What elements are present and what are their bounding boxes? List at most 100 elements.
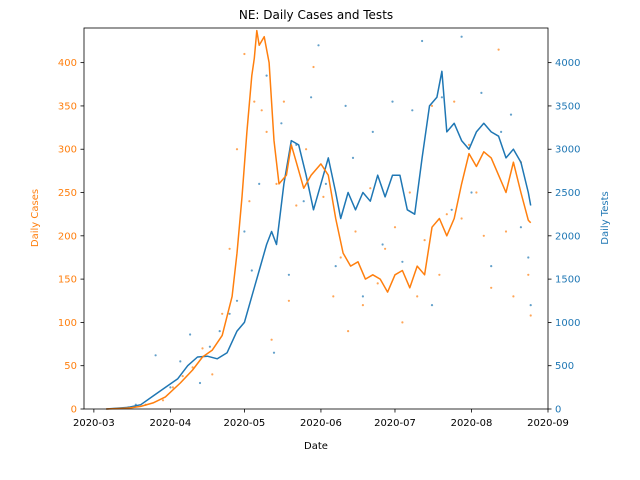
plot-area xyxy=(106,29,532,410)
cases-point xyxy=(467,143,471,146)
tests-point xyxy=(208,345,211,348)
cases-point xyxy=(191,366,194,369)
tests-point xyxy=(361,295,364,298)
cases-point xyxy=(201,347,204,350)
cases-point xyxy=(438,273,441,276)
cases-point xyxy=(305,148,308,151)
cases-point xyxy=(275,182,278,185)
cases-point xyxy=(248,200,251,203)
cases-point xyxy=(211,373,214,376)
y-left-tick-label: 150 xyxy=(58,275,77,286)
cases-point xyxy=(181,375,184,378)
tests-point xyxy=(440,96,443,99)
tests-point xyxy=(272,351,276,354)
tests-point xyxy=(235,299,239,302)
cases-point xyxy=(482,234,485,237)
tests-point xyxy=(310,96,313,99)
y-axis-right: 0 500 1000 1500 2000 2500 3000 3500 4000 xyxy=(548,58,580,416)
tests-point xyxy=(198,381,202,385)
y-right-tick-label: 1500 xyxy=(555,275,580,286)
tests-point xyxy=(265,74,268,77)
tests-point xyxy=(430,304,434,307)
cases-point xyxy=(529,314,532,317)
cases-point xyxy=(228,247,231,250)
cases-point xyxy=(171,386,174,389)
tests-point xyxy=(381,243,384,246)
cases-point xyxy=(504,230,508,233)
tests-point xyxy=(324,182,327,185)
cases-point xyxy=(384,247,387,250)
cases-point xyxy=(270,338,273,341)
cases-point xyxy=(347,330,350,333)
y-left-tick-label: 400 xyxy=(58,58,77,69)
x-tick-label: 2020-06 xyxy=(300,418,342,429)
y-right-tick-label: 2000 xyxy=(555,231,580,242)
tests-point xyxy=(302,200,305,203)
chart-title: NE: Daily Cases and Tests xyxy=(239,8,393,22)
y-left-tick-label: 350 xyxy=(58,101,77,112)
tests-point xyxy=(500,130,503,133)
cases-point xyxy=(497,48,500,51)
tests-point xyxy=(470,191,473,194)
tests-point xyxy=(421,39,424,43)
tests-point xyxy=(258,182,261,185)
tests-point xyxy=(527,256,530,259)
cases-point xyxy=(161,399,165,402)
cases-point xyxy=(460,217,463,220)
cases-point xyxy=(401,321,404,324)
plot-frame xyxy=(83,27,549,410)
cases-point xyxy=(445,213,448,216)
cases-point xyxy=(416,295,419,298)
x-tick-label: 2020-05 xyxy=(224,418,266,429)
tests-point xyxy=(280,122,283,125)
cases-point xyxy=(295,204,298,207)
cases-point xyxy=(253,100,256,103)
tests-point xyxy=(189,333,192,336)
cases-point xyxy=(423,239,426,242)
cases-point xyxy=(475,191,478,194)
cases-point xyxy=(376,282,379,285)
y-axis-left-label: Daily Cases xyxy=(30,189,41,247)
cases-point xyxy=(235,148,239,151)
tests-point xyxy=(411,109,414,112)
x-tick-label: 2020-04 xyxy=(149,418,191,429)
tests-point xyxy=(243,230,246,233)
cases-point xyxy=(287,299,290,302)
cases-point xyxy=(512,295,515,298)
tests-point xyxy=(351,156,355,159)
tests-point xyxy=(391,100,394,103)
tests-point xyxy=(450,208,453,211)
cases-point xyxy=(393,226,397,229)
tests-point xyxy=(344,104,347,107)
cases-point xyxy=(332,295,335,298)
y-left-tick-label: 300 xyxy=(58,145,77,156)
cases-point xyxy=(243,52,246,56)
cases-point xyxy=(322,195,325,198)
tests-point xyxy=(317,44,320,47)
tests-point xyxy=(179,360,182,363)
cases-point xyxy=(361,304,364,307)
y-right-tick-label: 0 xyxy=(555,405,561,416)
x-tick-label: 2020-07 xyxy=(374,418,416,429)
tests-point xyxy=(287,273,290,276)
tests-point xyxy=(218,330,221,333)
tests-point xyxy=(480,91,483,94)
tests-point xyxy=(154,354,157,357)
cases-point xyxy=(430,104,434,107)
x-tick-label: 2020-09 xyxy=(527,418,569,429)
tests-line xyxy=(106,70,532,410)
y-axis-left: 0 50 100 150 200 250 300 350 400 xyxy=(58,58,84,416)
cases-point xyxy=(260,109,263,112)
y-left-tick-label: 0 xyxy=(71,405,77,416)
tests-point xyxy=(169,386,172,389)
y-right-tick-label: 1000 xyxy=(555,318,580,329)
tests-point xyxy=(509,113,513,116)
cases-point xyxy=(221,312,224,315)
cases-point xyxy=(453,100,456,103)
cases-point xyxy=(369,187,372,190)
tests-point xyxy=(490,265,493,268)
y-right-tick-label: 4000 xyxy=(555,58,580,69)
cases-line xyxy=(106,29,532,410)
cases-point xyxy=(354,230,357,233)
